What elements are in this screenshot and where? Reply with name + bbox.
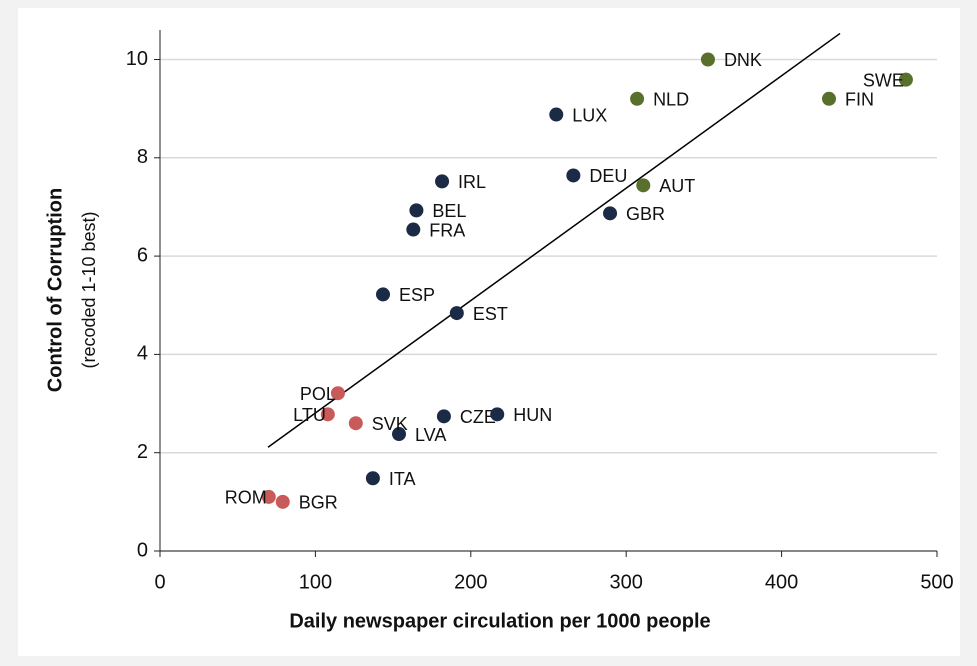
point-label: BGR xyxy=(299,493,338,513)
y-tick-label: 0 xyxy=(137,539,148,561)
x-tick-label: 100 xyxy=(299,571,332,593)
data-point xyxy=(549,107,564,122)
data-point xyxy=(261,489,276,504)
x-axis-title: Daily newspaper circulation per 1000 peo… xyxy=(289,610,710,632)
data-point xyxy=(898,72,913,87)
data-point xyxy=(330,386,345,401)
x-tick-label: 400 xyxy=(765,571,798,593)
y-axis-title: Control of Corruption xyxy=(44,188,66,392)
point-label: AUT xyxy=(659,176,695,196)
point-label: SWE xyxy=(863,70,904,90)
point-label: SVK xyxy=(372,414,408,434)
point-label: FRA xyxy=(429,220,465,240)
data-point xyxy=(436,409,451,424)
chart-panel xyxy=(18,8,960,656)
x-tick-label: 200 xyxy=(454,571,487,593)
y-tick-label: 4 xyxy=(137,343,148,365)
y-axis-subtitle: (recoded 1-10 best) xyxy=(79,211,99,368)
point-label: DNK xyxy=(724,50,762,70)
trend-line xyxy=(267,32,841,448)
y-tick-label: 8 xyxy=(137,146,148,168)
data-point xyxy=(490,407,505,422)
y-tick-label: 6 xyxy=(137,244,148,266)
point-label: LVA xyxy=(415,425,446,445)
point-label: DEU xyxy=(589,166,627,186)
point-label: POL xyxy=(300,384,336,404)
data-point xyxy=(275,494,290,509)
point-label: LUX xyxy=(572,105,607,125)
data-point xyxy=(636,178,651,193)
x-tick-label: 300 xyxy=(610,571,643,593)
point-label: BEL xyxy=(432,201,466,221)
data-point xyxy=(348,416,363,431)
data-point xyxy=(566,168,581,183)
data-point xyxy=(365,471,380,486)
point-label: ROM xyxy=(225,488,267,508)
point-label: ITA xyxy=(389,469,416,489)
point-label: CZE xyxy=(460,407,496,427)
y-tick-label: 2 xyxy=(137,441,148,463)
point-label: GBR xyxy=(626,204,665,224)
data-point xyxy=(630,91,645,106)
point-label: FIN xyxy=(845,90,874,110)
point-label: HUN xyxy=(513,405,552,425)
x-tick-label: 0 xyxy=(154,571,165,593)
point-label: LTU xyxy=(293,405,326,425)
x-tick-label: 500 xyxy=(920,571,953,593)
point-label: NLD xyxy=(653,90,689,110)
point-label: ESP xyxy=(399,285,435,305)
data-point xyxy=(435,174,450,189)
point-label: IRL xyxy=(458,172,486,192)
data-point xyxy=(821,91,836,106)
data-point xyxy=(409,203,424,218)
data-point xyxy=(392,427,407,442)
data-point xyxy=(320,407,335,422)
data-point xyxy=(603,206,618,221)
y-tick-label: 10 xyxy=(126,48,148,70)
data-point xyxy=(375,287,390,302)
data-point xyxy=(449,306,464,321)
data-point xyxy=(700,52,715,67)
point-label: EST xyxy=(473,304,508,324)
data-point xyxy=(406,222,421,237)
